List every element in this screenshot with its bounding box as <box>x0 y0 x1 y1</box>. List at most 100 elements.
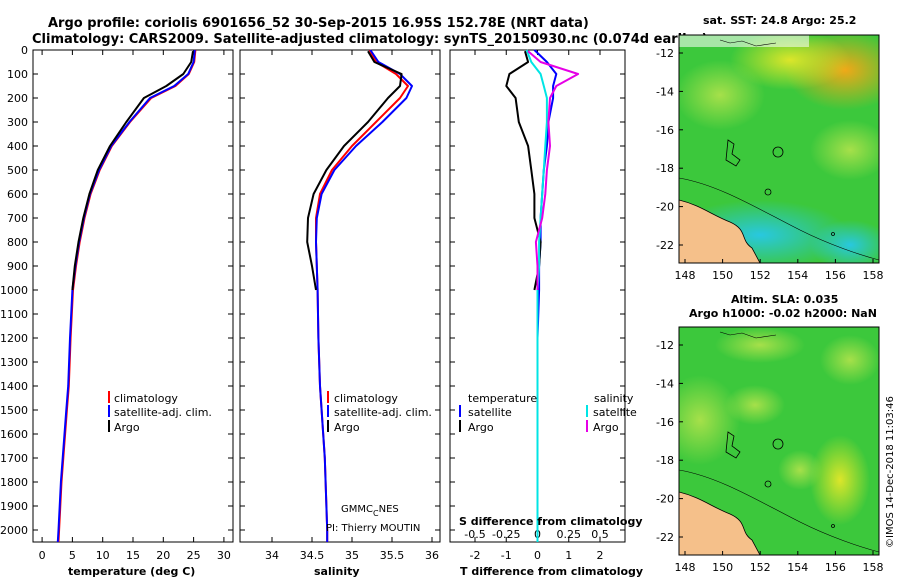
lon-tick-label: 148 <box>675 269 696 282</box>
depth-tick-label: 300 <box>7 116 28 129</box>
x-tick-label: 0 <box>39 549 46 562</box>
legend-label-satellite: satellite-adj. clim. <box>114 406 212 419</box>
salinity-legend: climatology satellite-adj. clim. Argo <box>327 391 432 434</box>
legend-label-argo: Argo <box>114 421 140 434</box>
temperature-chart: 0 5 10 15 20 25 30 <box>39 49 231 562</box>
x-tick-label: 35.5 <box>380 549 405 562</box>
depth-tick-label: 1300 <box>0 356 28 369</box>
legend-label-s-argo: Argo <box>593 421 619 434</box>
difference-xlabel: T difference from climatology <box>460 565 643 578</box>
sla-map-title-line2: Argo h1000: -0.02 h2000: NaN <box>689 307 877 320</box>
sst-map-title: sat. SST: 24.8 Argo: 25.2 <box>703 14 856 27</box>
series-line-satellite-adj-clim- <box>315 49 413 542</box>
lon-tick-label: 150 <box>712 269 733 282</box>
depth-tick-label: 0 <box>21 44 28 57</box>
legend-title-salinity: salinity <box>594 392 634 405</box>
depth-tick-label: 1700 <box>0 452 28 465</box>
svg-text:GMMCCNES: GMMCCNES <box>341 504 399 518</box>
x2-tick-label: 0.25 <box>557 528 582 541</box>
x-tick-label: 15 <box>126 549 140 562</box>
depth-tick-label: 1600 <box>0 428 28 441</box>
difference-legend: temperature satellite Argo salinity sate… <box>459 392 637 434</box>
series-line-satellite-adj-clim- <box>56 49 196 543</box>
x2-tick-label: -0.25 <box>492 528 520 541</box>
x-tick-label: 10 <box>96 549 110 562</box>
difference-chart: -2 -1 0 1 2-0.5 -0.25 0 0.25 0.5 <box>464 49 609 562</box>
lon-tick-label: 154 <box>787 269 808 282</box>
depth-axis: 0 100 200 300 400 500 600 700 800 900 1000 1100 1200… <box>0 44 625 537</box>
depth-tick-label: 1100 <box>0 308 28 321</box>
x-tick-label: -1 <box>501 549 512 562</box>
series-line-argo <box>306 50 403 291</box>
x-tick-label: 20 <box>156 549 170 562</box>
lat-tick-label: -18 <box>656 162 674 175</box>
legend-label-climatology: climatology <box>334 392 398 405</box>
attribution-subscript: C <box>373 509 379 518</box>
lon-tick-label: 158 <box>863 561 884 574</box>
difference-xlabel2: S difference from climatology <box>459 515 643 528</box>
legend-label-t-argo: Argo <box>468 421 494 434</box>
lat-tick-label: -16 <box>656 416 674 429</box>
x-tick-label: 1 <box>565 549 572 562</box>
lon-tick-label: 156 <box>825 561 846 574</box>
depth-tick-label: 800 <box>7 236 28 249</box>
sla-map-title-line1: Altim. SLA: 0.035 <box>731 293 838 306</box>
lat-tick-label: -22 <box>656 239 674 252</box>
attribution-gmmc: GMMC <box>341 504 373 515</box>
depth-tick-label: 900 <box>7 260 28 273</box>
x-tick-label: 30 <box>217 549 231 562</box>
lat-tick-label: -16 <box>656 124 674 137</box>
lon-tick-label: 152 <box>750 561 771 574</box>
x-tick-label: 34 <box>265 549 279 562</box>
depth-tick-label: 500 <box>7 164 28 177</box>
series-line-argo <box>71 51 194 291</box>
depth-tick-label: 200 <box>7 92 28 105</box>
depth-tick-label: 1200 <box>0 332 28 345</box>
x-tick-label: 2 <box>597 549 604 562</box>
sla-map: 148 150 152 154 156 158 -12 -14 -16 -18 -20 -22 <box>656 326 884 574</box>
depth-tick-label: 1500 <box>0 404 28 417</box>
lon-tick-label: 152 <box>750 269 771 282</box>
temperature-xlabel: temperature (deg C) <box>68 565 195 578</box>
depth-tick-label: 1400 <box>0 380 28 393</box>
attribution-nes: NES <box>379 504 399 515</box>
depth-tick-label: 400 <box>7 140 28 153</box>
series-line-s-argo <box>527 50 580 290</box>
series-line-t-argo <box>505 50 542 291</box>
lat-tick-label: -20 <box>656 201 674 214</box>
depth-tick-label: 1000 <box>0 284 28 297</box>
legend-label-argo: Argo <box>334 421 360 434</box>
x-tick-label: -2 <box>470 549 481 562</box>
figure-title-line2: Climatology: CARS2009. Satellite-adjuste… <box>32 32 708 47</box>
x-tick-label: 34.5 <box>300 549 325 562</box>
x-tick-label: 5 <box>69 549 76 562</box>
lat-tick-label: -14 <box>656 377 674 390</box>
lat-tick-label: -22 <box>656 531 674 544</box>
x-tick-label: 36 <box>425 549 439 562</box>
legend-label-s-satellite: satellite <box>593 406 637 419</box>
attribution-pi: PI: Thierry MOUTIN <box>326 523 420 534</box>
lon-tick-label: 148 <box>675 561 696 574</box>
lat-tick-label: -18 <box>656 454 674 467</box>
depth-tick-label: 1800 <box>0 476 28 489</box>
legend-label-climatology: climatology <box>114 392 178 405</box>
x-tick-label: 25 <box>187 549 201 562</box>
lat-tick-label: -12 <box>656 339 674 352</box>
figure-title-line1: Argo profile: coriolis 6901656_52 30-Sep… <box>48 16 589 31</box>
depth-tick-label: 100 <box>7 68 28 81</box>
depth-tick-label: 600 <box>7 188 28 201</box>
attribution: GMMCCNES PI: Thierry MOUTIN <box>326 504 420 534</box>
x-tick-label: 0 <box>534 549 541 562</box>
salinity-xlabel: salinity <box>314 565 360 578</box>
lat-tick-label: -20 <box>656 493 674 506</box>
temperature-legend: climatology satellite-adj. clim. Argo <box>108 391 212 434</box>
sst-map: 148 150 152 154 156 158 -12 -14 -16 -18 -20 -22 <box>656 34 884 282</box>
legend-label-t-satellite: satellite <box>468 406 512 419</box>
x2-tick-label: 0.5 <box>591 528 609 541</box>
depth-tick-label: 2000 <box>0 524 28 537</box>
x-tick-label: 35 <box>345 549 359 562</box>
series-line-s-satellite <box>525 49 548 542</box>
lon-tick-label: 158 <box>863 269 884 282</box>
lon-tick-label: 150 <box>712 561 733 574</box>
lon-tick-label: 156 <box>825 269 846 282</box>
